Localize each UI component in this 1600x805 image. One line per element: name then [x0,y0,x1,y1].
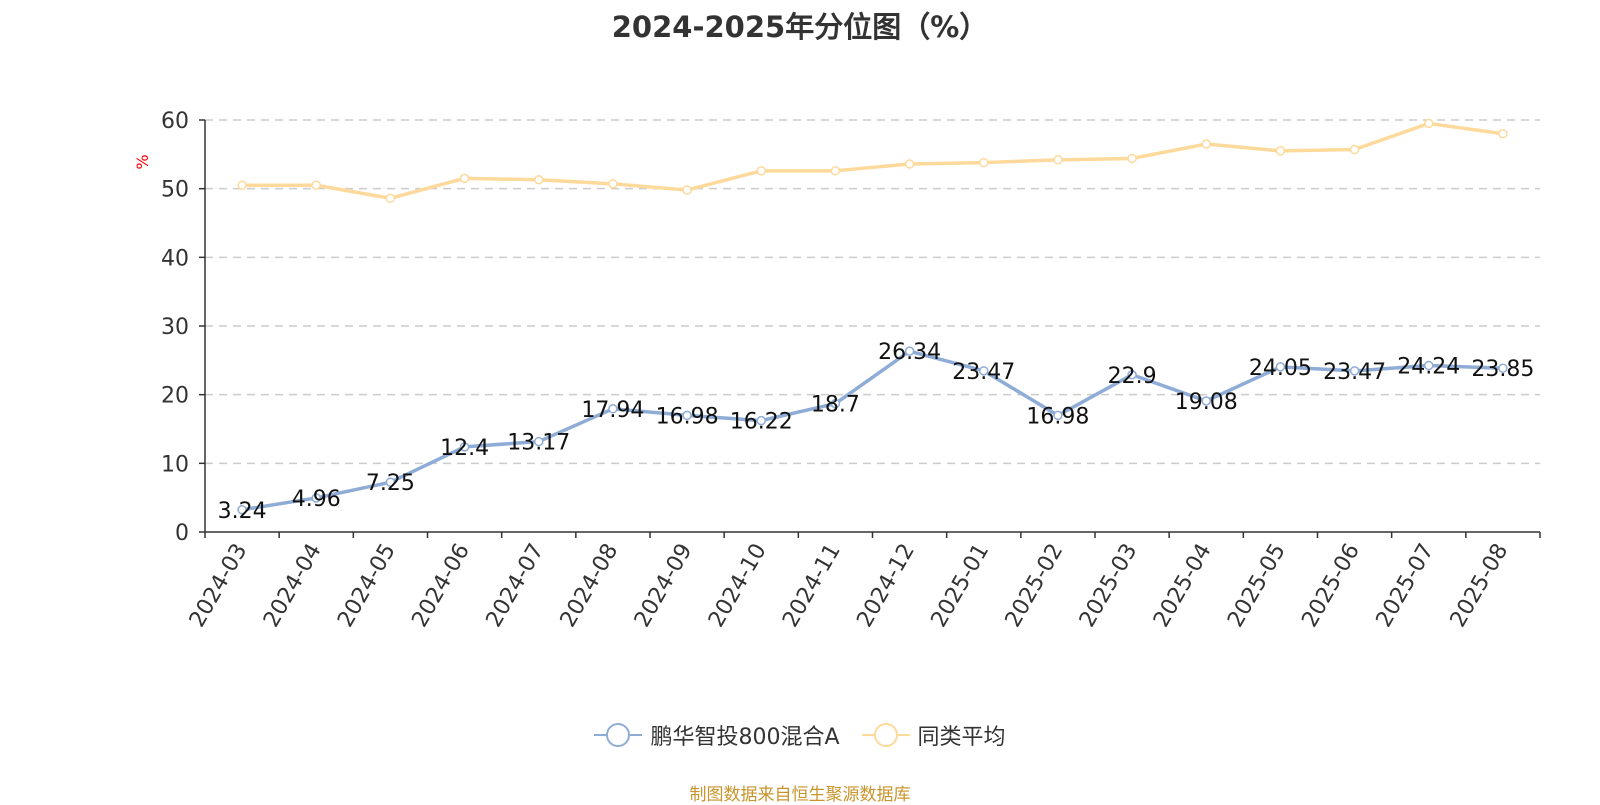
data-point [756,166,766,176]
data-point [1349,144,1360,155]
data-label: 3.24 [218,499,267,524]
legend: 鹏华智投800混合A 同类平均 [0,720,1600,750]
x-tick-label: 2024-05 [333,540,401,632]
data-label: 26.34 [878,340,941,365]
data-point [1053,410,1063,421]
x-tick-label: 2025-07 [1372,540,1440,632]
data-point [1127,153,1137,164]
y-tick-label: 50 [161,178,189,203]
data-label: 4.96 [292,487,341,512]
data-point [904,159,915,169]
data-point [1201,396,1211,406]
legend-marker-average [861,723,910,747]
legend-item-fund[interactable]: 鹏华智投800混合A [594,719,840,751]
y-tick-label: 0 [175,521,189,546]
y-tick-label: 20 [161,384,189,409]
data-point [1127,370,1137,380]
data-point [1201,139,1211,149]
data-point [1053,155,1063,165]
data-point [311,493,321,503]
y-axis-label: % [133,154,152,169]
data-point [830,166,841,176]
data-point [830,398,841,409]
series-line [241,349,1503,512]
x-tick-label: 2024-03 [185,540,253,632]
data-point [1349,366,1360,376]
legend-label-average: 同类平均 [917,725,1006,750]
legend-marker-fund [594,723,643,747]
data-point [682,185,692,195]
data-point [1424,118,1434,129]
x-tick-label: 2024-12 [852,540,920,632]
x-tick-label: 2025-06 [1297,540,1365,632]
x-tick-label: 2024-08 [556,540,624,632]
data-point [459,442,470,452]
data-point [311,180,321,190]
x-tick-label: 2024-07 [482,540,550,632]
data-label: 23.47 [1323,360,1386,385]
data-label: 12.4 [440,436,489,461]
data-label: 7.25 [366,471,415,496]
chart-title: 2024-2025年分位图（%） [611,10,989,44]
x-tick-label: 2024-09 [630,540,698,632]
data-point [534,174,544,185]
y-tick-label: 30 [161,315,189,340]
data-label: 16.98 [1026,404,1089,429]
x-tick-label: 2024-11 [778,540,846,632]
data-point [608,404,618,414]
y-tick-label: 10 [161,452,189,477]
data-label: 17.94 [581,398,644,423]
data-label: 23.47 [952,360,1015,385]
x-tick-label: 2025-02 [1001,540,1069,632]
x-tick-label: 2025-08 [1446,540,1514,632]
data-label: 24.24 [1397,355,1460,380]
legend-item-average[interactable]: 同类平均 [861,719,1006,751]
x-tick-label: 2025-01 [927,540,995,632]
x-tick-label: 2024-04 [259,540,327,632]
x-tick-label: 2025-05 [1223,540,1291,632]
data-point [385,193,396,204]
source-note: 制图数据来自恒生聚源数据库 [689,785,911,805]
data-point [1498,128,1508,139]
data-point [237,180,247,190]
data-point [534,436,544,447]
data-label: 16.22 [730,410,793,435]
data-label: 16.98 [656,404,719,429]
data-point [1275,146,1286,156]
data-point [385,477,396,487]
series-line [242,121,1504,201]
data-label: 19.08 [1175,390,1238,415]
x-tick-label: 2024-10 [704,540,772,632]
data-label: 23.85 [1471,357,1534,382]
x-tick-label: 2025-03 [1075,540,1143,632]
data-point [1498,363,1508,373]
data-point [904,346,915,356]
y-tick-label: 40 [161,246,189,271]
data-point [756,415,766,426]
data-point [682,410,692,421]
data-label: 24.05 [1249,356,1312,381]
data-point [979,157,989,168]
data-point [979,366,989,376]
data-label: 13.17 [507,431,570,456]
x-tick-label: 2025-04 [1149,540,1217,632]
data-label: 18.7 [811,393,860,418]
data-label: 22.9 [1108,364,1157,389]
data-point [459,173,470,184]
legend-label-fund: 鹏华智投800混合A [650,725,840,750]
data-point [1275,362,1286,372]
data-point [608,179,618,189]
data-point [237,505,247,515]
x-tick-label: 2024-06 [407,540,475,632]
data-point [1424,360,1434,371]
y-tick-label: 60 [161,109,189,134]
